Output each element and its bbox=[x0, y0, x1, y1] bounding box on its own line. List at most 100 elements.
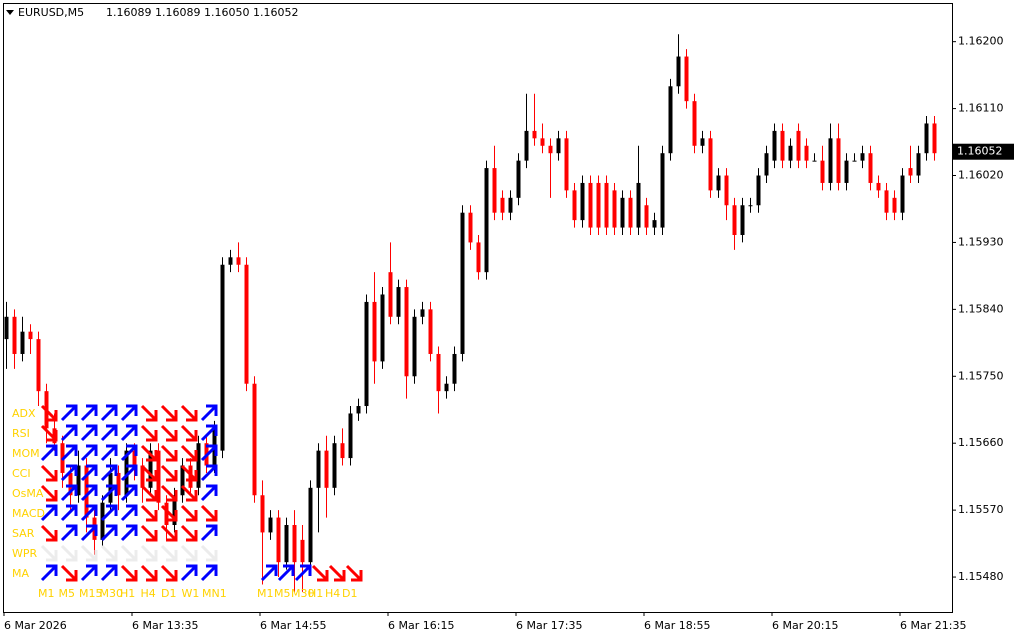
candle-body bbox=[732, 205, 737, 235]
signal-arrow bbox=[40, 564, 58, 582]
signal-arrow bbox=[120, 524, 138, 542]
candle-body bbox=[820, 160, 825, 183]
candle-body bbox=[492, 168, 497, 213]
candle-body bbox=[388, 272, 393, 317]
signal-arrow bbox=[80, 564, 98, 582]
signal-arrow bbox=[100, 444, 118, 462]
candle-body bbox=[828, 138, 833, 183]
signal-arrow bbox=[120, 464, 138, 482]
candle-body bbox=[436, 353, 441, 392]
candle-body bbox=[452, 353, 457, 384]
candle-body bbox=[748, 205, 753, 207]
y-tick-label: 1.15750 bbox=[958, 369, 1004, 382]
candle-body bbox=[548, 145, 553, 154]
signal-arrow bbox=[140, 404, 158, 422]
candle-body bbox=[556, 138, 561, 154]
candle-body bbox=[636, 182, 641, 228]
candle-body bbox=[460, 212, 465, 354]
candle-body bbox=[524, 130, 529, 161]
candle-body bbox=[396, 287, 401, 317]
signal-arrow bbox=[60, 424, 78, 442]
timeframe-label: M5 bbox=[274, 587, 291, 600]
signal-arrow bbox=[100, 544, 118, 562]
signal-arrow bbox=[60, 464, 78, 482]
signal-arrow bbox=[120, 484, 138, 502]
candle-body bbox=[796, 130, 801, 161]
indicator-label: MA bbox=[12, 567, 29, 580]
signal-arrow bbox=[120, 504, 138, 522]
candle-body bbox=[76, 465, 81, 496]
signal-arrow bbox=[140, 564, 158, 582]
candle-body bbox=[932, 123, 937, 154]
candle-body bbox=[884, 190, 889, 213]
candle-body bbox=[140, 465, 145, 488]
signal-arrow bbox=[180, 504, 198, 522]
signal-arrow bbox=[120, 564, 138, 582]
candle-body bbox=[428, 309, 433, 354]
signal-arrow bbox=[200, 524, 218, 542]
candle-body bbox=[716, 175, 721, 191]
candle-body bbox=[708, 138, 713, 191]
signal-arrow bbox=[180, 524, 198, 542]
candle-body bbox=[756, 175, 761, 206]
signal-arrow bbox=[80, 544, 98, 562]
candle-body bbox=[364, 301, 369, 407]
x-tick-label: 6 Mar 13:35 bbox=[132, 619, 198, 632]
signal-arrow bbox=[180, 464, 198, 482]
candle-body bbox=[404, 287, 409, 377]
candle-body bbox=[652, 220, 657, 228]
candle-body bbox=[468, 212, 473, 243]
candle-body bbox=[580, 182, 585, 221]
indicator-label: MACD bbox=[12, 507, 45, 520]
candle-body bbox=[100, 502, 105, 540]
candle-body bbox=[588, 182, 593, 228]
candles bbox=[4, 34, 937, 592]
signal-arrow bbox=[200, 564, 218, 582]
signal-arrow bbox=[40, 424, 58, 442]
candle-body bbox=[668, 86, 673, 154]
candle-body bbox=[772, 130, 777, 161]
candle-body bbox=[684, 56, 689, 102]
candle-body bbox=[84, 465, 89, 518]
candle-body bbox=[660, 153, 665, 228]
signal-arrow bbox=[277, 564, 295, 582]
signal-arrow bbox=[40, 544, 58, 562]
signal-arrow bbox=[40, 404, 58, 422]
candle-body bbox=[612, 190, 617, 228]
signal-arrow bbox=[140, 484, 158, 502]
signal-arrow bbox=[40, 464, 58, 482]
candle-body bbox=[324, 450, 329, 488]
signal-arrow bbox=[100, 424, 118, 442]
signal-arrow bbox=[160, 504, 178, 522]
candle-body bbox=[356, 406, 361, 414]
signal-arrow bbox=[260, 564, 278, 582]
signal-arrow bbox=[60, 404, 78, 422]
candle-body bbox=[692, 101, 697, 146]
candle-body bbox=[628, 197, 633, 228]
signal-arrow bbox=[80, 444, 98, 462]
indicator-label: OsMA bbox=[12, 487, 44, 500]
signal-arrow bbox=[100, 504, 118, 522]
timeframe-label: H1 bbox=[308, 587, 323, 600]
candle-body bbox=[308, 487, 313, 563]
signal-arrow bbox=[160, 424, 178, 442]
x-tick-label: 6 Mar 14:55 bbox=[260, 619, 326, 632]
signal-arrow bbox=[140, 424, 158, 442]
signal-arrow bbox=[60, 524, 78, 542]
signal-arrow bbox=[140, 464, 158, 482]
signal-arrow bbox=[60, 504, 78, 522]
signal-arrow bbox=[80, 484, 98, 502]
candle-body bbox=[740, 205, 745, 235]
signal-arrow bbox=[80, 464, 98, 482]
signal-arrow bbox=[200, 424, 218, 442]
signal-arrow bbox=[294, 564, 312, 582]
indicator-label: RSI bbox=[12, 427, 30, 440]
signal-arrow bbox=[200, 404, 218, 422]
timeframe-label: MN1 bbox=[202, 587, 227, 600]
quote: 1.16089 1.16089 1.16050 1.16052 bbox=[106, 6, 298, 19]
candle-body bbox=[604, 182, 609, 228]
candle-body bbox=[148, 450, 153, 488]
signal-arrow bbox=[160, 524, 178, 542]
candle-body bbox=[244, 264, 249, 384]
symbol-menu[interactable] bbox=[6, 10, 14, 15]
